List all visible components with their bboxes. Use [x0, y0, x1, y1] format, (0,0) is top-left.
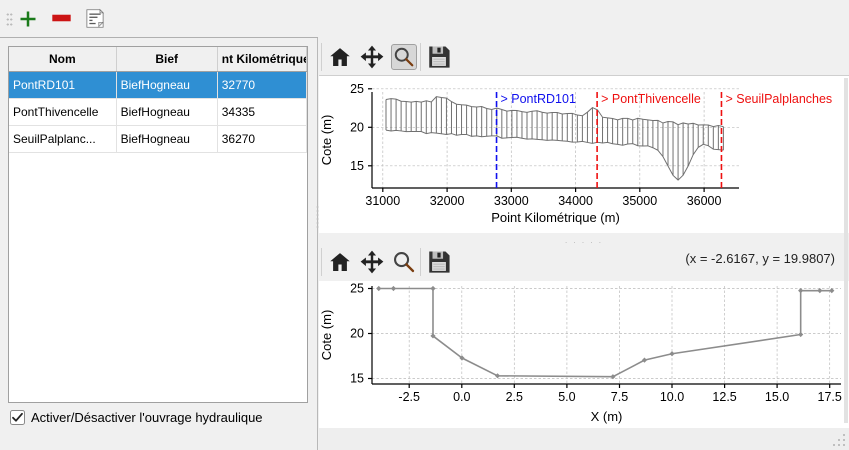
svg-text:5.0: 5.0 — [558, 390, 575, 404]
svg-text:X (m): X (m) — [591, 409, 623, 424]
svg-text:Cote (m): Cote (m) — [319, 310, 334, 361]
svg-text:25: 25 — [350, 82, 364, 96]
svg-text:36000: 36000 — [687, 194, 722, 208]
svg-text:15.0: 15.0 — [765, 390, 789, 404]
svg-text:2.5: 2.5 — [506, 390, 523, 404]
svg-text:Point Kilométrique (m): Point Kilométrique (m) — [491, 210, 620, 225]
svg-text:7.5: 7.5 — [611, 390, 628, 404]
svg-text:25: 25 — [350, 282, 364, 296]
svg-text:> PontRD101: > PontRD101 — [501, 92, 576, 106]
svg-text:17.5: 17.5 — [818, 390, 842, 404]
svg-text:31000: 31000 — [365, 194, 400, 208]
svg-text:20: 20 — [350, 327, 364, 341]
svg-text:15: 15 — [350, 159, 364, 173]
svg-text:> PontThivencelle: > PontThivencelle — [601, 92, 701, 106]
svg-text:34000: 34000 — [558, 194, 593, 208]
svg-text:33000: 33000 — [494, 194, 529, 208]
svg-text:32000: 32000 — [430, 194, 465, 208]
svg-text:12.5: 12.5 — [712, 390, 736, 404]
svg-text:-2.5: -2.5 — [398, 390, 420, 404]
svg-text:Cote (m): Cote (m) — [319, 115, 334, 166]
svg-text:15: 15 — [350, 372, 364, 386]
svg-text:10.0: 10.0 — [660, 390, 684, 404]
svg-text:> SeuilPalplanches: > SeuilPalplanches — [726, 92, 833, 106]
svg-text:0.0: 0.0 — [453, 390, 470, 404]
svg-text:20: 20 — [350, 120, 364, 134]
svg-text:35000: 35000 — [622, 194, 657, 208]
